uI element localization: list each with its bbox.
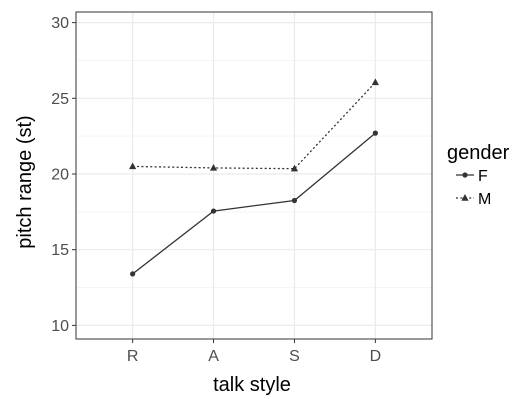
legend-item-f: F xyxy=(456,168,488,185)
tick-labels: 10 15 20 25 30 R A S D xyxy=(51,15,381,365)
legend-label: F xyxy=(478,168,488,185)
y-axis-title: pitch range (st) xyxy=(14,115,36,248)
data-point-m xyxy=(290,164,299,172)
y-tick-label: 30 xyxy=(51,15,69,32)
legend: gender FM xyxy=(447,142,510,208)
x-tick-label: A xyxy=(208,348,219,365)
series-line-m xyxy=(132,81,376,170)
legend-key-marker xyxy=(461,194,469,201)
x-tick-label: S xyxy=(289,348,300,365)
series-m xyxy=(129,78,379,172)
data-point-f xyxy=(372,130,378,136)
y-tick-label: 25 xyxy=(51,91,69,108)
y-tick-label: 10 xyxy=(51,318,69,335)
axis-ticks xyxy=(72,22,376,343)
x-tick-label: D xyxy=(370,348,382,365)
series-f xyxy=(130,130,378,277)
grid-major xyxy=(76,12,432,339)
y-tick-label: 20 xyxy=(51,166,69,183)
data-point-m xyxy=(209,163,218,171)
data-point-m xyxy=(371,78,379,86)
panel-border xyxy=(75,11,433,340)
legend-key-marker xyxy=(462,172,468,178)
legend-title: gender xyxy=(447,142,510,164)
series-layer xyxy=(129,78,379,277)
y-tick-label: 15 xyxy=(51,242,69,259)
series-line-f xyxy=(132,132,376,275)
x-tick-label: R xyxy=(127,348,139,365)
legend-item-m: M xyxy=(456,191,491,208)
data-point-f xyxy=(130,271,136,277)
data-point-m xyxy=(129,162,137,170)
legend-label: M xyxy=(478,191,491,208)
data-point-f xyxy=(210,208,217,214)
x-axis-title: talk style xyxy=(213,374,291,396)
data-point-f xyxy=(291,197,298,204)
